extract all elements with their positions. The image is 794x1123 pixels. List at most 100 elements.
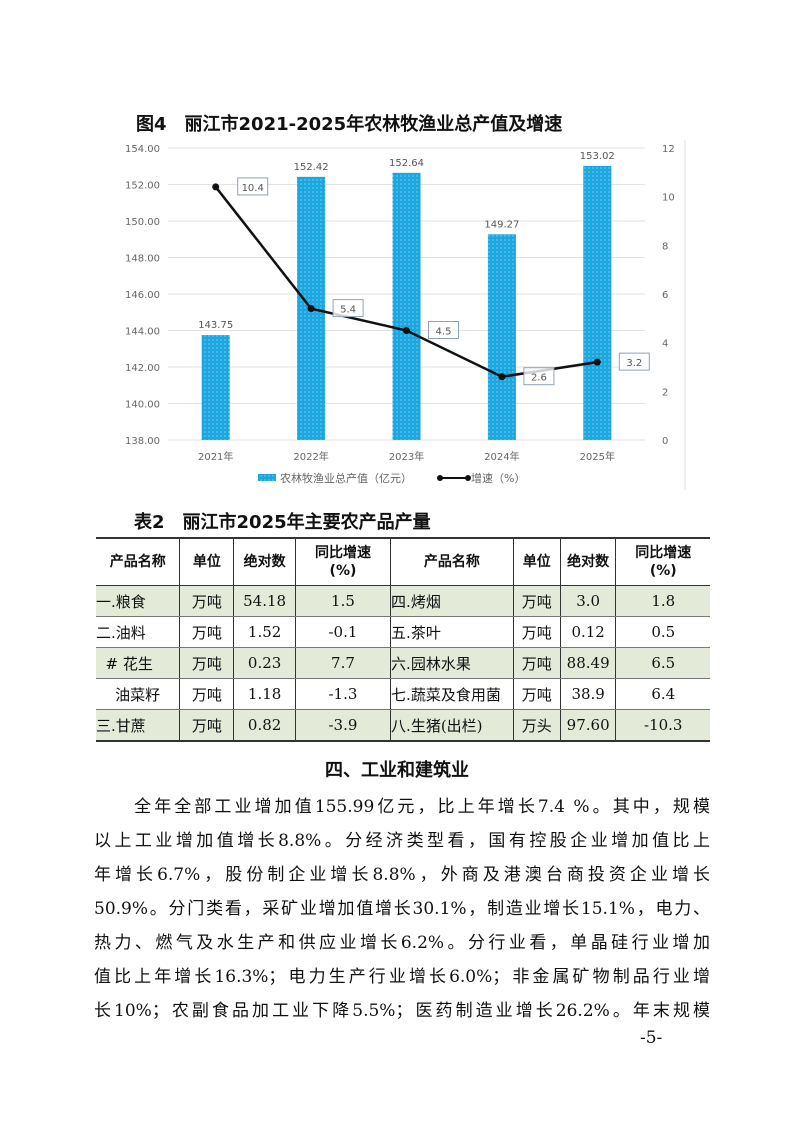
table-cell: 1.52: [233, 616, 296, 648]
table-cell: 八.生猪(出栏): [390, 709, 514, 742]
right-axis-tick: 6: [662, 290, 668, 301]
table-cell: 六.园林水果: [390, 647, 514, 679]
column-header: 绝对数: [233, 537, 296, 586]
column-header: 单位: [179, 537, 235, 586]
table-cell: 7.7: [294, 647, 392, 679]
table-title: 表2 丽江市2025年主要农产品产量: [134, 512, 431, 533]
right-axis-tick: 8: [662, 241, 668, 252]
bar-label: 143.75: [198, 320, 233, 331]
table-row: # 花生 万吨 0.23 7.7 六.园林水果 万吨 88.49 6.5: [96, 647, 710, 679]
table-cell: -10.3: [615, 709, 710, 742]
table-cell: 38.9: [559, 678, 617, 710]
column-header: 同比增速 (%): [615, 537, 710, 586]
table-cell: 0.82: [233, 709, 296, 742]
x-axis-tick: 2021年: [198, 450, 233, 463]
table-cell: 七.蔬菜及食用菌: [390, 678, 514, 710]
table-row: 三.甘蔗 万吨 0.82 -3.9 八.生猪(出栏) 万头 97.60 -10.3: [96, 709, 710, 742]
left-axis-tick: 138.00: [125, 436, 160, 447]
right-axis-tick: 10: [662, 193, 675, 204]
growth-point: [212, 183, 220, 191]
agri-products-table: 产品名称 单位 绝对数 同比增速 (%) 产品名称 单位 绝对数 同比增速 (%) 一.粮食万…: [96, 537, 710, 742]
table-cell: 四.烤烟: [390, 585, 514, 617]
x-axis-tick: 2025年: [580, 450, 615, 463]
bar-label: 152.42: [294, 162, 329, 173]
bar-label: 153.02: [580, 151, 615, 162]
table-cell: 0.5: [615, 616, 710, 648]
legend-line-dot: [437, 475, 443, 481]
table-cell: -3.9: [294, 709, 392, 742]
paragraph-line: 长10%；农副食品加工业下降5.5%；医药制造业增长26.2%。年末规模: [94, 1001, 710, 1021]
table-cell: 6.5: [615, 647, 710, 679]
data-label-box: [523, 367, 555, 386]
table-cell: 万吨: [512, 585, 561, 617]
right-axis-tick: 12: [662, 144, 675, 155]
table-cell: 88.49: [559, 647, 617, 679]
paragraph-line: 热力、燃气及水生产和供应业增长6.2%。分行业看，单晶硅行业增加: [94, 933, 710, 953]
table-cell: 万吨: [179, 647, 235, 679]
left-axis-tick: 146.00: [125, 290, 160, 301]
right-axis-tick: 0: [662, 436, 668, 447]
table-cell: 万吨: [179, 585, 235, 617]
table-cell: 54.18: [233, 585, 296, 617]
growth-label: 4.5: [436, 327, 452, 338]
chart-title: 图4 丽江市2021-2025年农林牧渔业总产值及增速: [136, 114, 563, 135]
table-cell: 万头: [512, 709, 561, 742]
table-cell: 1.5: [294, 585, 392, 617]
table-cell: 1.8: [615, 585, 710, 617]
right-axis-tick: 4: [662, 339, 668, 350]
growth-point: [403, 327, 410, 334]
table-cell: 万吨: [179, 678, 235, 710]
table-cell: 0.12: [559, 616, 617, 648]
table-cell: 1.18: [233, 678, 296, 710]
column-header: 单位: [512, 537, 561, 586]
growth-point: [593, 358, 601, 366]
legend-bar-label: 农林牧渔业总产值（亿元）: [280, 471, 412, 485]
growth-label: 5.4: [340, 305, 356, 316]
table-row: 二.油料 万吨 1.52 -0.1 五.茶叶 万吨 0.12 0.5: [96, 616, 710, 648]
paragraph-line: 以上工业增加值增长8.8%。分经济类型看，国有控股企业增加值比上: [94, 831, 710, 851]
table-cell: 二.油料: [96, 616, 181, 648]
table-cell: 万吨: [512, 678, 561, 710]
table-cell: 3.0: [559, 585, 617, 617]
bar: [583, 165, 612, 440]
paragraph-line: 年增长6.7%，股份制企业增长8.8%，外商及港澳台商投资企业增长: [94, 865, 710, 885]
x-axis-tick: 2023年: [389, 450, 424, 463]
data-label-box: [332, 299, 364, 318]
bar: [487, 234, 516, 440]
data-label-box: [618, 352, 650, 371]
growth-label: 3.2: [626, 358, 642, 369]
growth-label: 2.6: [531, 373, 547, 384]
left-axis-tick: 142.00: [125, 363, 160, 374]
table-cell: # 花生: [96, 647, 181, 679]
table-cell: 一.粮食: [96, 585, 181, 617]
right-axis-tick: 2: [662, 387, 668, 398]
left-axis-tick: 140.00: [125, 400, 160, 411]
bar: [392, 172, 421, 440]
table-cell: 万吨: [179, 616, 235, 648]
column-header: 产品名称: [96, 537, 181, 586]
table-cell: -0.1: [294, 616, 392, 648]
paragraph-line: 全年全部工业增加值155.99亿元，比上年增长7.4 %。其中，规模: [94, 797, 710, 817]
left-axis-tick: 154.00: [125, 144, 160, 155]
data-label-box: [428, 321, 459, 339]
table-cell: 97.60: [559, 709, 617, 742]
table-cell: 五.茶叶: [390, 616, 514, 648]
bar-label: 149.27: [484, 219, 519, 230]
table-cell: -1.3: [294, 678, 392, 710]
page-number: -5-: [640, 1028, 663, 1048]
table-row: 油菜籽 万吨 1.18 -1.3 七.蔬菜及食用菌 万吨 38.9 6.4: [96, 678, 710, 710]
x-axis-tick: 2022年: [293, 450, 328, 463]
bar: [201, 335, 230, 440]
legend-line-label: 增速（%）: [471, 471, 525, 485]
paragraph-line: 值比上年增长16.3%；电力生产行业增长6.0%；非金属矿物制品行业增: [94, 967, 710, 987]
table-cell: 0.23: [233, 647, 296, 679]
data-label-box: [237, 177, 269, 196]
table-cell: 三.甘蔗: [96, 709, 181, 742]
growth-label: 10.4: [242, 183, 264, 194]
table-cell: 油菜籽: [96, 678, 181, 710]
table-cell: 万吨: [179, 709, 235, 742]
output-growth-chart: 138.00 140.00 142.00 144.00 146.00 148.00 150.…: [125, 140, 686, 490]
table-row: 一.粮食 万吨 54.18 1.5 四.烤烟 万吨 3.0 1.8: [96, 585, 710, 617]
table-cell: 万吨: [512, 616, 561, 648]
legend-line-dot: [465, 475, 471, 481]
